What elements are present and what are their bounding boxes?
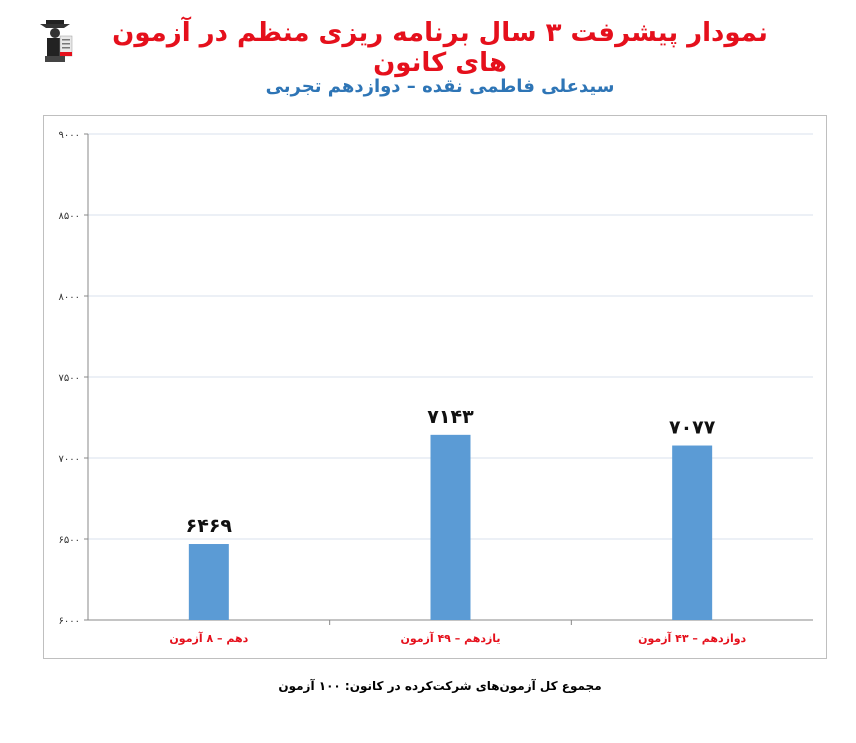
bar — [430, 434, 471, 620]
x-tick-label: دهم – ۸ آزمون — [169, 631, 248, 645]
chart-subtitle: سیدعلی فاطمی نقده – دوازدهم تجربی — [265, 76, 615, 97]
bar-value-label: ۷۰۷۷ — [669, 417, 716, 439]
y-tick-label: ۸۰۰۰ — [59, 292, 80, 303]
y-tick-label: ۶۰۰۰ — [59, 616, 80, 627]
bar-value-label: ۶۴۶۹ — [186, 515, 233, 537]
chart-area — [43, 115, 827, 659]
y-tick-label: ۹۰۰۰ — [59, 130, 80, 141]
chart-title: نمودار پیشرفت ۳ سال برنامه ریزی منظم در … — [112, 18, 768, 78]
bar — [188, 544, 229, 620]
kanoon-logo-icon — [34, 14, 74, 66]
bar — [672, 445, 713, 620]
total-exams-note: مجموع کل آزمون‌های شرکت‌کرده در کانون: ۱… — [278, 679, 602, 693]
x-tick-label: یازدهم – ۴۹ آزمون — [400, 631, 500, 645]
y-tick-label: ۷۵۰۰ — [59, 373, 80, 384]
y-tick-label: ۸۵۰۰ — [59, 211, 80, 222]
x-tick-label: دوازدهم – ۴۳ آزمون — [638, 631, 746, 645]
bar-value-label: ۷۱۴۳ — [427, 406, 474, 428]
y-tick-label: ۷۰۰۰ — [59, 454, 80, 465]
y-tick-label: ۶۵۰۰ — [59, 535, 80, 546]
